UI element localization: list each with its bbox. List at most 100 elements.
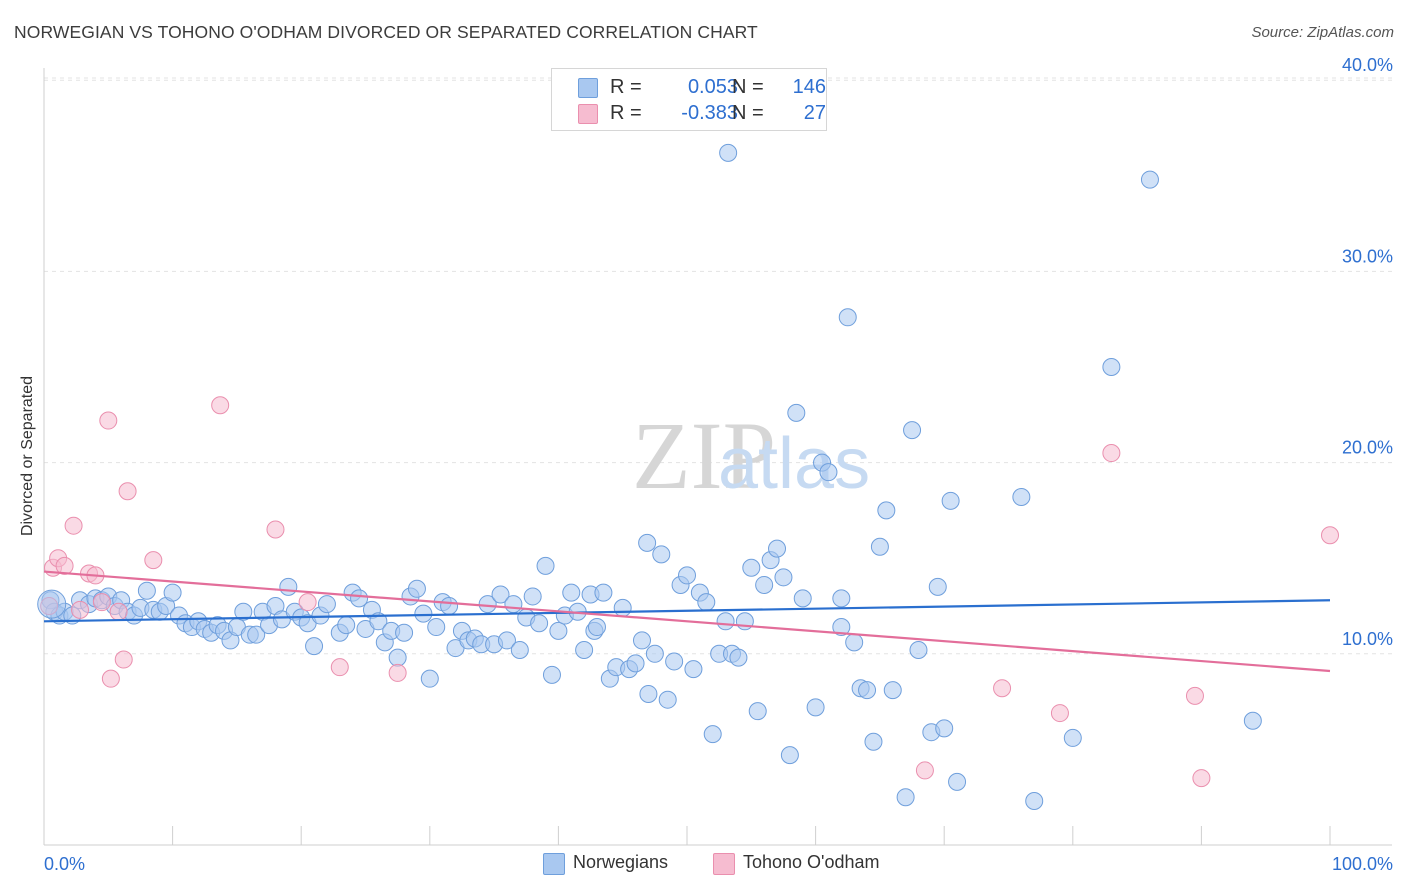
- r-value: 0.053: [687, 76, 738, 98]
- tick-labels: 10.0% 20.0% 30.0% 40.0% 0.0% 100.0%: [44, 55, 1393, 874]
- point-norwegians: [684, 660, 703, 679]
- point-norwegians: [562, 583, 581, 602]
- point-norwegians: [1243, 711, 1262, 730]
- point-tohono: [388, 663, 407, 682]
- point-norwegians: [478, 595, 497, 614]
- point-norwegians: [427, 618, 446, 637]
- point-norwegians: [793, 589, 812, 608]
- point-norwegians: [549, 621, 568, 640]
- point-norwegians: [883, 681, 902, 700]
- point-norwegians: [870, 537, 889, 556]
- point-norwegians: [832, 589, 851, 608]
- point-tohono: [71, 600, 90, 619]
- point-norwegians: [530, 614, 549, 633]
- n-label: N =: [732, 102, 764, 124]
- n-value: 146: [792, 76, 826, 98]
- r-label: R =: [610, 102, 642, 124]
- point-norwegians: [896, 788, 915, 807]
- point-norwegians: [935, 719, 954, 738]
- point-tohono: [99, 411, 118, 430]
- point-norwegians: [832, 618, 851, 637]
- y-tick-label: 10.0%: [1342, 629, 1393, 649]
- point-norwegians: [948, 772, 967, 791]
- watermark: ZIP atlas: [632, 402, 870, 509]
- point-tohono: [64, 516, 83, 535]
- legend-label: Norwegians: [573, 852, 669, 872]
- point-tohono: [1185, 686, 1204, 705]
- point-norwegians: [137, 581, 156, 600]
- point-tohono: [144, 551, 163, 570]
- point-norwegians: [806, 698, 825, 717]
- point-tohono: [993, 679, 1012, 698]
- point-norwegians: [317, 595, 336, 614]
- stats-row-norwegians: R = 0.053 N = 146: [578, 76, 828, 100]
- point-norwegians: [504, 595, 523, 614]
- point-tohono: [1321, 526, 1339, 545]
- point-norwegians: [395, 623, 414, 642]
- trend-line-tohono: [43, 570, 1331, 673]
- stats-legend: R = 0.053 N = 146 R = -0.383 N = 27: [551, 68, 827, 131]
- point-norwegians: [510, 640, 529, 659]
- point-norwegians: [858, 681, 877, 700]
- point-norwegians: [536, 556, 555, 575]
- point-norwegians: [755, 575, 774, 594]
- point-norwegians: [787, 403, 806, 422]
- point-norwegians: [523, 587, 542, 606]
- point-norwegians: [632, 631, 651, 650]
- point-norwegians: [864, 732, 883, 751]
- watermark-zip: ZIP: [632, 402, 776, 509]
- source-label: Source: ZipAtlas.com: [1251, 24, 1394, 41]
- point-norwegians: [719, 143, 738, 162]
- point-norwegians: [877, 501, 896, 520]
- point-norwegians: [1012, 488, 1031, 507]
- data-points: [37, 143, 1339, 811]
- point-tohono: [211, 396, 230, 415]
- point-tohono: [266, 520, 285, 539]
- point-norwegians: [575, 640, 594, 659]
- point-tohono: [915, 761, 934, 780]
- y-tick-label: 40.0%: [1342, 55, 1393, 75]
- point-norwegians: [909, 640, 928, 659]
- point-tohono: [92, 593, 111, 612]
- point-norwegians: [658, 690, 677, 709]
- n-value: 27: [803, 102, 826, 124]
- point-norwegians: [665, 652, 684, 671]
- point-tohono: [118, 482, 137, 501]
- point-norwegians: [697, 593, 716, 612]
- stats-row-tohono: R = -0.383 N = 27: [578, 102, 828, 126]
- point-norwegians: [420, 669, 439, 688]
- axes: [43, 68, 1392, 846]
- point-norwegians: [941, 491, 960, 510]
- y-tick-label: 30.0%: [1342, 246, 1393, 266]
- point-norwegians: [780, 746, 799, 765]
- point-norwegians: [838, 308, 857, 327]
- point-norwegians: [928, 577, 947, 596]
- point-norwegians: [542, 665, 561, 684]
- point-norwegians: [678, 566, 696, 585]
- point-norwegians: [388, 648, 407, 667]
- point-tohono: [298, 593, 317, 612]
- point-norwegians: [440, 597, 459, 615]
- legend-swatch-pink: [713, 853, 735, 875]
- point-norwegians: [729, 648, 748, 667]
- n-label: N =: [732, 76, 764, 98]
- r-label: R =: [610, 76, 642, 98]
- point-norwegians: [716, 612, 735, 631]
- point-norwegians: [234, 602, 253, 621]
- point-norwegians: [414, 604, 433, 623]
- point-norwegians: [305, 637, 324, 656]
- point-norwegians: [626, 654, 645, 673]
- point-tohono: [1102, 444, 1121, 463]
- x-tick-label: 0.0%: [44, 854, 85, 874]
- point-norwegians: [903, 421, 922, 440]
- chart-title: NORWEGIAN VS TOHONO O'ODHAM DIVORCED OR …: [14, 22, 758, 42]
- point-norwegians: [337, 616, 356, 635]
- point-norwegians: [703, 725, 722, 744]
- point-norwegians: [1063, 728, 1082, 747]
- point-norwegians: [639, 684, 658, 703]
- point-norwegians: [163, 583, 182, 602]
- point-norwegians: [638, 533, 657, 552]
- y-axis-label: Divorced or Separated: [19, 375, 36, 537]
- point-norwegians: [768, 539, 787, 558]
